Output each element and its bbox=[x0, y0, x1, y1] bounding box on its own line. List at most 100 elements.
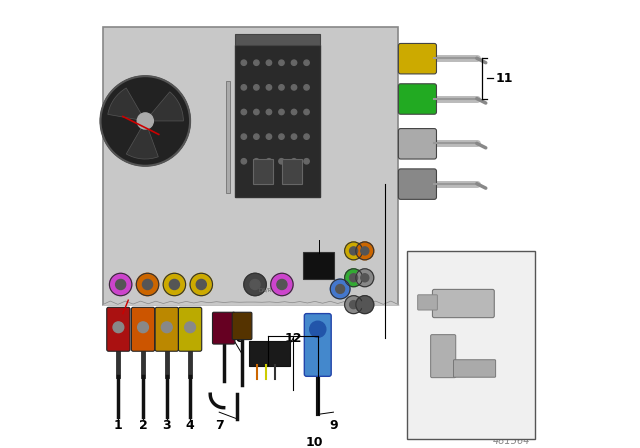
Circle shape bbox=[136, 273, 159, 296]
Circle shape bbox=[113, 322, 124, 332]
Circle shape bbox=[291, 85, 297, 90]
Text: 7: 7 bbox=[215, 419, 223, 432]
Circle shape bbox=[241, 60, 246, 65]
Circle shape bbox=[279, 134, 284, 139]
Circle shape bbox=[116, 280, 125, 289]
Wedge shape bbox=[126, 121, 158, 159]
Circle shape bbox=[253, 159, 259, 164]
Circle shape bbox=[143, 280, 152, 289]
Circle shape bbox=[244, 273, 266, 296]
FancyBboxPatch shape bbox=[398, 43, 436, 74]
Text: 12: 12 bbox=[284, 332, 302, 345]
Text: 9: 9 bbox=[413, 306, 420, 316]
Text: 11: 11 bbox=[413, 358, 428, 368]
Circle shape bbox=[291, 60, 297, 65]
Circle shape bbox=[196, 280, 206, 289]
Bar bbox=[407, 251, 535, 439]
Circle shape bbox=[361, 247, 369, 255]
Circle shape bbox=[304, 85, 309, 90]
Circle shape bbox=[330, 279, 350, 299]
Circle shape bbox=[190, 273, 212, 296]
Circle shape bbox=[137, 113, 154, 129]
Circle shape bbox=[279, 60, 284, 65]
Circle shape bbox=[138, 322, 148, 332]
Circle shape bbox=[291, 134, 297, 139]
Circle shape bbox=[349, 274, 358, 282]
Text: 3: 3 bbox=[163, 419, 171, 432]
Bar bbox=[102, 27, 398, 305]
Circle shape bbox=[253, 85, 259, 90]
Circle shape bbox=[361, 301, 369, 309]
FancyBboxPatch shape bbox=[107, 307, 130, 351]
Text: 481564: 481564 bbox=[493, 436, 531, 446]
Circle shape bbox=[279, 85, 284, 90]
Circle shape bbox=[266, 159, 271, 164]
FancyBboxPatch shape bbox=[431, 335, 456, 378]
Bar bbox=[253, 159, 273, 184]
Wedge shape bbox=[145, 92, 183, 121]
Text: 4: 4 bbox=[186, 419, 195, 432]
Circle shape bbox=[253, 134, 259, 139]
Text: 2: 2 bbox=[139, 419, 147, 432]
Circle shape bbox=[304, 134, 309, 139]
FancyBboxPatch shape bbox=[418, 295, 437, 310]
Circle shape bbox=[356, 242, 374, 260]
Circle shape bbox=[161, 322, 172, 332]
Circle shape bbox=[356, 269, 374, 287]
FancyBboxPatch shape bbox=[398, 169, 436, 199]
Circle shape bbox=[356, 296, 374, 314]
Text: 1: 1 bbox=[114, 419, 123, 432]
Text: 10: 10 bbox=[413, 331, 428, 341]
FancyBboxPatch shape bbox=[131, 307, 155, 351]
Circle shape bbox=[304, 60, 309, 65]
Text: 7: 7 bbox=[413, 262, 420, 271]
Circle shape bbox=[349, 301, 358, 309]
Circle shape bbox=[250, 280, 260, 289]
Circle shape bbox=[291, 109, 297, 115]
FancyBboxPatch shape bbox=[454, 360, 495, 377]
Circle shape bbox=[279, 109, 284, 115]
Circle shape bbox=[253, 60, 259, 65]
Circle shape bbox=[344, 269, 362, 287]
FancyBboxPatch shape bbox=[303, 252, 334, 279]
Circle shape bbox=[253, 109, 259, 115]
FancyBboxPatch shape bbox=[398, 129, 436, 159]
Circle shape bbox=[109, 273, 132, 296]
Circle shape bbox=[310, 321, 326, 337]
Circle shape bbox=[304, 159, 309, 164]
Text: DA/R: DA/R bbox=[259, 287, 272, 292]
Bar bbox=[235, 34, 320, 45]
Bar bbox=[282, 159, 302, 184]
FancyBboxPatch shape bbox=[304, 314, 332, 376]
Circle shape bbox=[344, 242, 362, 260]
Circle shape bbox=[344, 296, 362, 314]
Text: 9: 9 bbox=[329, 419, 338, 432]
Text: 8: 8 bbox=[235, 332, 243, 345]
Circle shape bbox=[279, 159, 284, 164]
Circle shape bbox=[163, 273, 186, 296]
Circle shape bbox=[185, 322, 195, 332]
Text: 10: 10 bbox=[305, 436, 323, 448]
FancyBboxPatch shape bbox=[249, 341, 290, 366]
Circle shape bbox=[266, 85, 271, 90]
Text: 5: 5 bbox=[515, 293, 524, 307]
Circle shape bbox=[241, 134, 246, 139]
Circle shape bbox=[241, 85, 246, 90]
Circle shape bbox=[304, 109, 309, 115]
FancyBboxPatch shape bbox=[433, 289, 494, 318]
FancyBboxPatch shape bbox=[212, 312, 235, 344]
Text: 6: 6 bbox=[515, 347, 524, 361]
Circle shape bbox=[100, 76, 190, 166]
Circle shape bbox=[349, 247, 358, 255]
Circle shape bbox=[266, 109, 271, 115]
Circle shape bbox=[271, 273, 293, 296]
Circle shape bbox=[241, 109, 246, 115]
FancyBboxPatch shape bbox=[179, 307, 202, 351]
Text: 11: 11 bbox=[495, 72, 513, 85]
Circle shape bbox=[361, 274, 369, 282]
Bar bbox=[235, 45, 320, 197]
Wedge shape bbox=[108, 88, 145, 121]
FancyBboxPatch shape bbox=[155, 307, 179, 351]
Bar bbox=[226, 81, 230, 193]
FancyBboxPatch shape bbox=[232, 312, 252, 340]
